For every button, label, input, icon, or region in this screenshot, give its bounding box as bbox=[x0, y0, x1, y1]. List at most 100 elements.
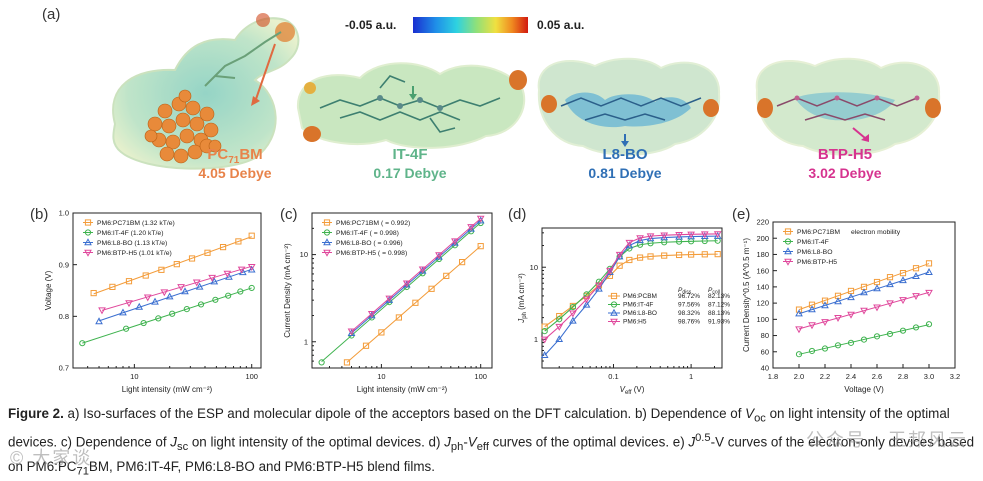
fit-line-e-0 bbox=[798, 263, 930, 311]
legend-pcoll-d: 87.12% bbox=[708, 302, 730, 309]
legend-pcoll-d: 82.13% bbox=[708, 293, 730, 300]
y-tick-label-b: 0.7 bbox=[59, 364, 69, 373]
legend-pdiss-d: 96.72% bbox=[678, 293, 700, 300]
series-b-0 bbox=[90, 232, 255, 297]
data-point-d bbox=[636, 241, 644, 248]
legend-label-b: PM6:BTP-H5 (1.01 kT/e) bbox=[97, 250, 172, 257]
legend-marker-d bbox=[610, 292, 618, 300]
data-point-c bbox=[402, 280, 411, 288]
data-point-d bbox=[687, 231, 695, 239]
legend-marker-d bbox=[610, 301, 618, 308]
data-point-d bbox=[569, 316, 577, 324]
data-point-d bbox=[675, 232, 683, 240]
data-point-b bbox=[165, 292, 174, 300]
y-tick-label-e: 120 bbox=[756, 299, 769, 308]
data-point-b bbox=[192, 279, 201, 287]
series-d-3 bbox=[540, 231, 722, 344]
chart-e: (e) 1.8 2.0 2.2 2.4 2.6 2.8 3.0 3.2 40 60 80 100 120 1… bbox=[732, 206, 960, 394]
btph5-dipole: 3.02 Debye bbox=[808, 165, 882, 181]
data-point-b bbox=[212, 296, 219, 303]
panel-b-label: (b) bbox=[30, 206, 48, 223]
x-axis-label-e: Voltage (V) bbox=[844, 385, 884, 394]
fit-line-c-3 bbox=[351, 218, 482, 332]
y-tick-label-b: 0.9 bbox=[59, 260, 69, 269]
chart-c: (c) 10 100 1 10 Light intensity (mW cm⁻²) Curr… bbox=[280, 206, 493, 394]
data-point-c bbox=[385, 295, 394, 303]
data-point-b bbox=[208, 274, 216, 282]
series-b-2 bbox=[95, 265, 256, 325]
data-point-e bbox=[925, 321, 933, 328]
data-point-b bbox=[95, 317, 103, 325]
data-point-d bbox=[660, 233, 669, 241]
y-tick-label-e: 160 bbox=[756, 266, 769, 275]
plot-frame-e bbox=[772, 221, 956, 369]
data-point-d bbox=[556, 316, 563, 323]
data-point-c bbox=[428, 285, 435, 292]
y-tick-label-e: 40 bbox=[761, 364, 769, 373]
legend-pdiss-d: 98.32% bbox=[678, 310, 700, 317]
data-point-b bbox=[122, 325, 130, 332]
fit-line-e-2 bbox=[798, 271, 930, 315]
data-point-e bbox=[834, 297, 842, 305]
data-point-b bbox=[204, 249, 211, 256]
legend-marker-e bbox=[784, 258, 792, 266]
annotation-e: electron mobility bbox=[851, 229, 901, 236]
y-tick-label-e: 80 bbox=[761, 331, 769, 340]
l8bo-name: L8-BO bbox=[602, 146, 648, 163]
legend-marker-e bbox=[784, 238, 792, 245]
data-point-c bbox=[412, 299, 419, 306]
data-point-d bbox=[541, 323, 548, 330]
data-point-d bbox=[636, 254, 644, 261]
legend-header-pdiss: Pdiss bbox=[678, 287, 692, 296]
data-point-b bbox=[237, 266, 246, 274]
series-line-d-1 bbox=[544, 240, 718, 332]
data-point-d bbox=[646, 234, 655, 242]
legend-marker-c bbox=[323, 238, 331, 246]
data-point-e bbox=[860, 288, 868, 296]
data-point-d bbox=[661, 252, 668, 259]
legend-label-e: PM6:L8-BO bbox=[797, 249, 833, 256]
series-line-d-3 bbox=[544, 233, 718, 340]
x-axis-label-b: Light intensity (mW cm⁻²) bbox=[122, 385, 213, 394]
watermark-left: © 大家谈 bbox=[10, 448, 93, 468]
y-tick-label-c: 1 bbox=[304, 337, 308, 346]
y-axis-label-b: Voltage (V) bbox=[44, 270, 53, 310]
data-point-d bbox=[713, 231, 722, 239]
data-point-d bbox=[636, 236, 644, 244]
fit-line-c-1 bbox=[321, 222, 482, 363]
data-point-c bbox=[443, 272, 450, 279]
y-tick-label-d: 1 bbox=[534, 335, 538, 344]
y-tick-label-d: 10 bbox=[530, 263, 538, 272]
series-e-0 bbox=[795, 260, 933, 313]
data-point-b bbox=[177, 284, 185, 292]
x-tick-label-e: 2.2 bbox=[820, 372, 830, 381]
data-point-d bbox=[541, 327, 548, 335]
legend-marker-b bbox=[84, 238, 92, 246]
y-tick-label-b: 0.8 bbox=[59, 312, 69, 321]
data-point-e bbox=[886, 280, 894, 288]
data-point-b bbox=[225, 292, 232, 299]
x-tick-label-c: 100 bbox=[474, 372, 487, 381]
x-tick-label-e: 2.4 bbox=[846, 372, 856, 381]
legend-label-b: PM6:L8-BO (1.13 kT/e) bbox=[97, 240, 167, 247]
plot-frame-d bbox=[541, 227, 723, 369]
y-axis-label-d: Jph (mA cm⁻²) bbox=[517, 273, 528, 324]
data-point-b bbox=[79, 340, 86, 347]
data-point-e bbox=[925, 289, 933, 297]
data-point-e bbox=[899, 297, 907, 305]
series-e-3 bbox=[795, 289, 933, 334]
l8bo-dipole: 0.81 Debye bbox=[588, 165, 662, 181]
x-tick-label-e: 3.0 bbox=[924, 372, 934, 381]
data-point-b bbox=[247, 265, 256, 273]
data-point-b bbox=[90, 289, 97, 297]
data-point-d bbox=[582, 296, 591, 304]
data-point-d bbox=[540, 336, 549, 344]
legend-marker-b bbox=[84, 219, 92, 226]
data-point-c bbox=[467, 224, 475, 232]
y-axis-label-e: Current Density^0.5 (A^0.5 m⁻¹) bbox=[742, 238, 751, 352]
x-tick-label-e: 2.0 bbox=[794, 372, 804, 381]
legend-pcoll-d: 91.93% bbox=[708, 319, 730, 326]
data-point-b bbox=[160, 289, 169, 297]
x-tick-label-d: 0.1 bbox=[608, 372, 618, 381]
l8bo-esp-surface bbox=[537, 57, 721, 156]
